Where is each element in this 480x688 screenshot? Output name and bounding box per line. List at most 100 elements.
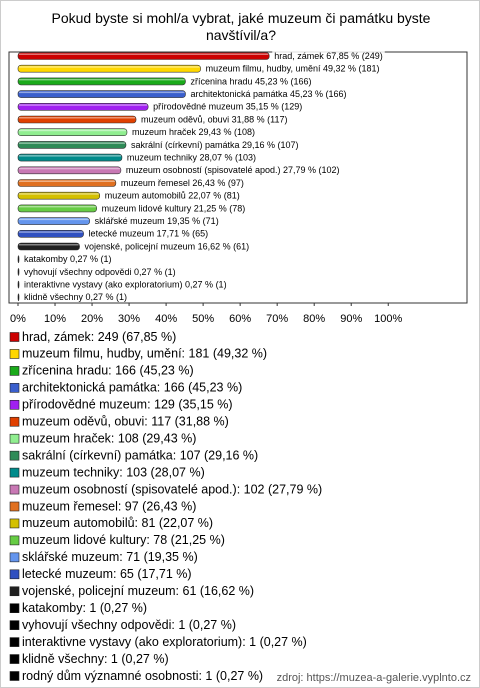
legend-swatch (9, 467, 20, 478)
legend-swatch (9, 383, 20, 393)
bar (17, 204, 97, 213)
value-label: sakrální (církevní) památka 29,16 % (107… (131, 140, 299, 150)
value-label: muzeum automobilů 22,07 % (81) (105, 191, 240, 201)
x-tick-label: 70% (266, 313, 288, 325)
legend-swatch (9, 450, 20, 461)
bar-highlight (19, 155, 121, 157)
value-label: muzeum osobností (spisovatelé apod.) 27,… (126, 165, 340, 175)
bar (17, 64, 201, 73)
legend-label: muzeum filmu, hudby, umění: 181 (49,32 %… (22, 347, 267, 361)
value-label: vojenské, policejní muzeum 16,62 % (61) (85, 241, 250, 251)
legend-label: interaktivne vystavy (ako exploratorium)… (22, 635, 307, 649)
bar-highlight (19, 142, 125, 144)
x-tick-label: 40% (155, 313, 177, 325)
legend-swatch (9, 366, 20, 376)
bar-highlight (19, 91, 185, 94)
legend-swatch (9, 501, 20, 512)
value-label-bg (21, 279, 229, 290)
value-label-bg (272, 51, 385, 61)
value-label: vyhovují všechny odpovědi 0,27 % (1) (24, 267, 176, 277)
bar-highlight (19, 231, 83, 233)
legend-swatch (9, 654, 20, 664)
value-label-bg (188, 89, 349, 100)
bar (17, 280, 20, 289)
value-label: přírodovědné muzeum 35,15 % (129) (153, 102, 302, 112)
bar-highlight (19, 78, 185, 81)
legend-label: sklářské muzeum: 71 (19,35 %) (22, 550, 198, 564)
legend-swatch (9, 349, 20, 359)
bar (17, 166, 122, 175)
x-tick-label: 100% (374, 313, 402, 325)
value-label-bg (102, 190, 242, 201)
bar-highlight (19, 205, 96, 208)
value-label-bg (128, 139, 301, 150)
legend-label: přírodovědné muzeum: 129 (35,15 %) (22, 398, 233, 412)
bar (17, 141, 127, 149)
legend-label: muzeum řemesel: 97 (26,43 %) (22, 499, 196, 513)
bar-highlight (19, 104, 148, 106)
legend-label: rodný dům významné osobnosti: 1 (0,27 %) (22, 669, 263, 683)
value-label: letecké muzeum 17,71 % (65) (89, 229, 209, 239)
value-label-bg (21, 292, 130, 303)
value-label: muzeum řemesel 26,43 % (97) (121, 178, 244, 188)
legend-label: hrad, zámek: 249 (67,85 %) (22, 330, 176, 344)
value-label: hrad, zámek 67,85 % (249) (274, 51, 383, 61)
value-label-bg (124, 152, 259, 163)
bar-highlight (19, 117, 136, 119)
legend-swatch (9, 416, 20, 427)
value-label: katakomby 0,27 % (1) (24, 254, 112, 264)
bar (17, 242, 80, 251)
value-label-bg (188, 76, 314, 87)
legend-label: katakomby: 1 (0,27 %) (22, 601, 147, 615)
legend-swatch (9, 535, 20, 546)
legend-swatch (9, 671, 20, 681)
value-label-bg (92, 216, 221, 227)
x-tick-label: 0% (10, 313, 26, 325)
bar (17, 115, 137, 124)
bar-highlight (19, 244, 79, 246)
bar-highlight (19, 193, 99, 195)
legend-swatch (9, 518, 20, 529)
value-label-bg (21, 266, 178, 277)
legend-swatch (9, 569, 20, 580)
bar (17, 128, 128, 136)
value-label: architektonická památka 45,23 % (166) (190, 89, 346, 99)
legend-swatch (9, 433, 20, 444)
value-label-bg (86, 228, 211, 239)
value-label-bg (139, 114, 290, 125)
bar (17, 52, 270, 60)
legend-swatch (9, 586, 20, 597)
legend-label: muzeum oděvů, obuvi: 117 (31,88 %) (22, 415, 229, 429)
legend-swatch (9, 399, 20, 410)
legend-label: klidně všechny: 1 (0,27 %) (22, 652, 169, 666)
value-label-bg (21, 254, 114, 265)
bar (17, 268, 20, 276)
bar (17, 191, 101, 200)
value-label-bg (123, 165, 342, 176)
bar-highlight (19, 129, 126, 132)
bar (17, 255, 20, 263)
legend-swatch (9, 484, 20, 495)
legend-swatch (9, 637, 20, 647)
value-label: muzeum lidové kultury 21,25 % (78) (102, 203, 246, 213)
x-tick-label: 30% (118, 313, 140, 325)
bar (17, 77, 186, 86)
value-label: muzeum oděvů, obuvi 31,88 % (117) (141, 114, 287, 124)
x-tick-label: 50% (192, 313, 214, 325)
bar (17, 230, 84, 238)
value-label-bg (99, 203, 248, 214)
bar (17, 293, 20, 302)
bar-highlight (19, 180, 115, 182)
legend-label: vojenské, policejní muzeum: 61 (16,62 %) (22, 584, 254, 598)
value-label: zřícenina hradu 45,23 % (166) (190, 76, 311, 86)
value-label: interaktivne vystavy (ako exploratorium)… (24, 279, 227, 289)
bar-highlight (19, 218, 89, 221)
legend-label: letecké muzeum: 65 (17,71 %) (22, 567, 192, 581)
bar-highlight (19, 53, 269, 55)
value-label: muzeum techniky 28,07 % (103) (127, 152, 256, 162)
bar (17, 179, 117, 187)
legend-swatch (9, 552, 20, 563)
value-label: sklářské muzeum 19,35 % (71) (95, 216, 219, 226)
